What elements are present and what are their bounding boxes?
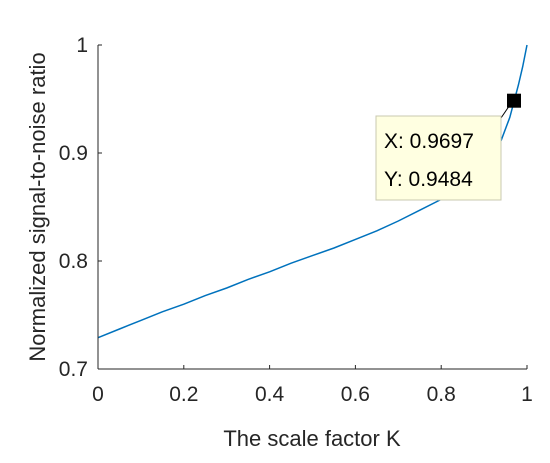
x-tick-label: 0.8 — [427, 383, 456, 406]
datatip-y-text: Y: 0.9484 — [384, 168, 473, 191]
curve-layer — [97, 44, 528, 339]
y-tick-label: 0.9 — [59, 142, 88, 165]
y-ticks: 0.7 0.8 0.9 1 — [59, 34, 102, 381]
x-tick-label: 0.6 — [341, 383, 370, 406]
y-tick-label: 0.7 — [59, 358, 88, 381]
x-axis-label: The scale factor K — [223, 426, 401, 451]
y-axis-label: Normalized signal-to-noise ratio — [25, 52, 50, 361]
datatip[interactable]: X: 0.9697 Y: 0.9484 — [375, 93, 521, 201]
x-tick-label: 0.4 — [255, 383, 285, 406]
series-line — [97, 44, 528, 339]
x-tick-label: 1 — [521, 383, 533, 406]
y-tick-label: 0.8 — [59, 250, 88, 273]
y-tick-label: 1 — [76, 34, 88, 57]
x-tick-label: 0.2 — [169, 383, 198, 406]
datatip-box[interactable] — [375, 115, 502, 201]
datatip-marker[interactable] — [507, 93, 521, 108]
x-tick-label: 0 — [92, 383, 104, 406]
plot-area — [98, 45, 527, 369]
x-ticks: 0 0.2 0.4 0.6 0.8 1 — [92, 365, 533, 406]
datatip-x-text: X: 0.9697 — [384, 130, 474, 153]
